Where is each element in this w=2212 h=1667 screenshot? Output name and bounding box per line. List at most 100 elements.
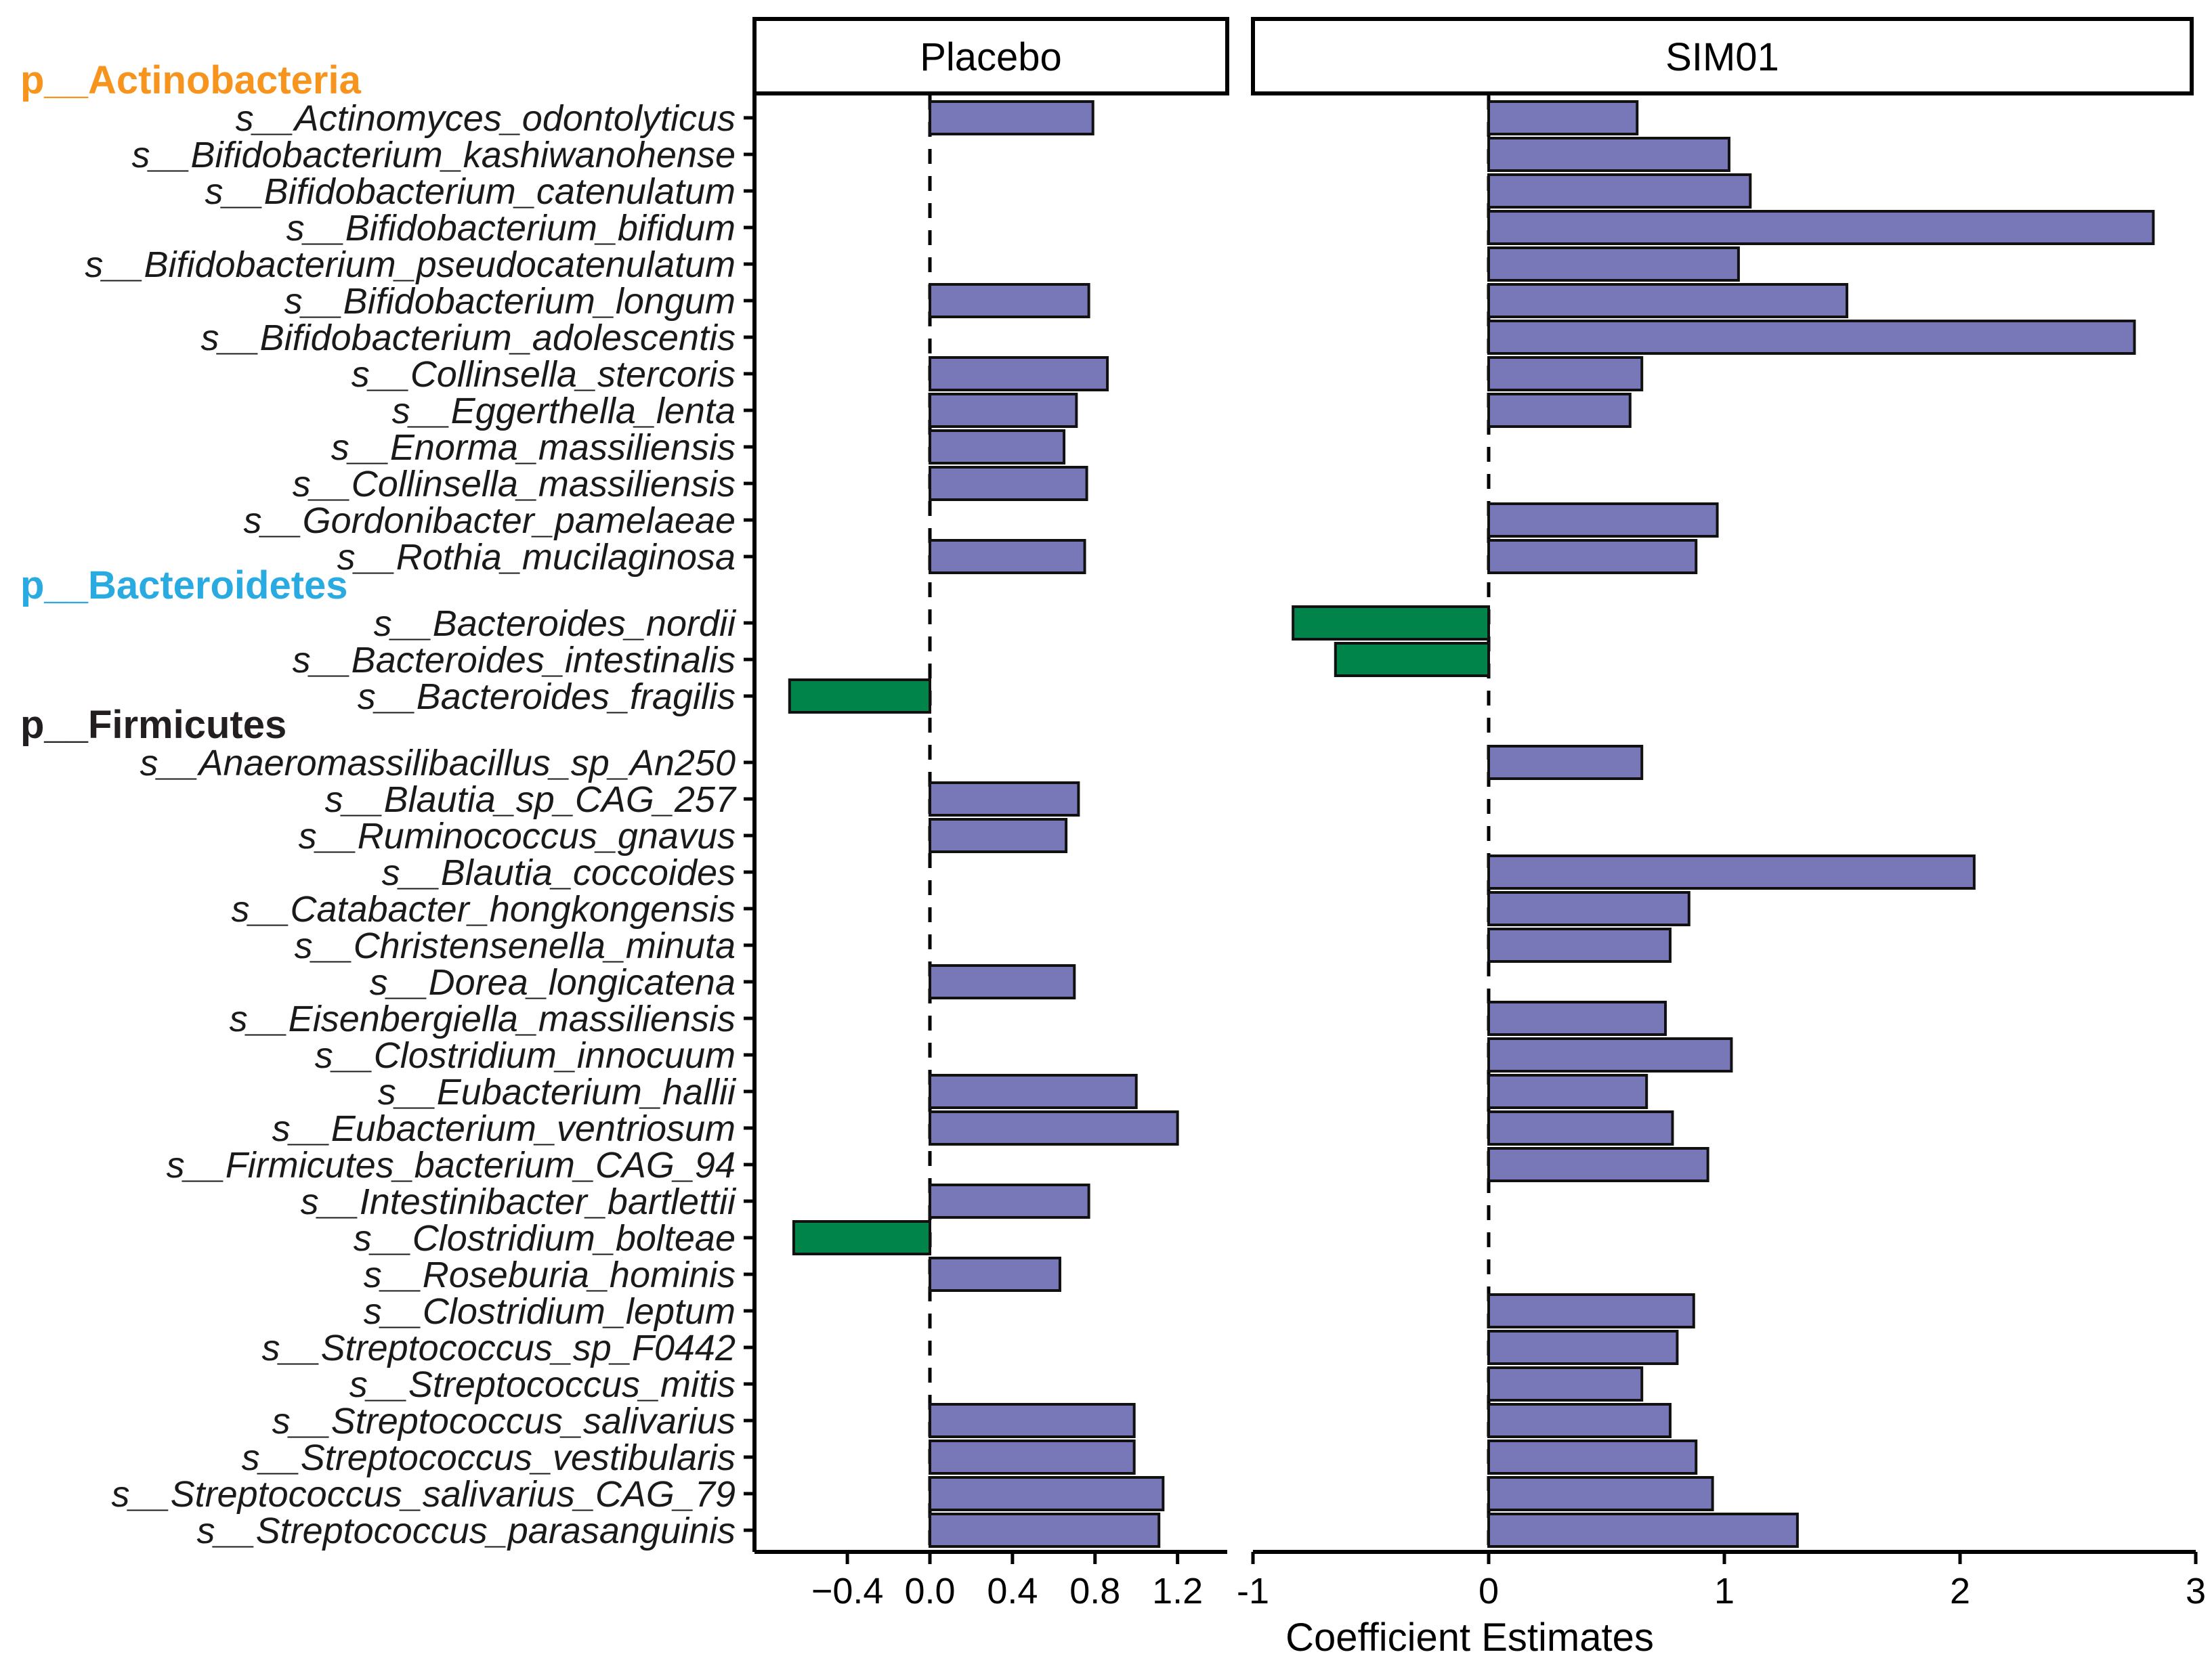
bar-placebo [929,964,1076,999]
bar-placebo [788,678,932,714]
species-label: s__Eubacterium_ventriosum [272,1108,736,1149]
species-label: s__Bacteroides_nordii [374,603,737,644]
x-tick-label: 0.0 [904,1571,955,1611]
x-tick-label: 1.2 [1152,1571,1203,1611]
species-label: s__Streptococcus_parasanguinis [197,1511,736,1551]
panel-title-placebo: Placebo [920,35,1062,79]
bar-placebo [929,1074,1138,1109]
species-labels: p__Actinobacterias__Actinomyces_odontoly… [20,58,737,1551]
bar-sim01 [1487,1439,1698,1475]
species-label: s__Bifidobacterium_longum [284,281,736,322]
species-label: s__Streptococcus_salivarius [272,1401,736,1442]
x-tick-label: 0.4 [987,1571,1038,1611]
species-label: s__Bacteroides_intestinalis [293,640,736,680]
bar-placebo [929,100,1094,135]
bar-sim01 [1487,854,1976,890]
species-label: s__Anaeromassilibacillus_sp_An250 [140,743,736,783]
species-label: s__Actinomyces_odontolyticus [236,98,736,139]
bar-sim01 [1487,891,1690,926]
bar-placebo [929,283,1090,318]
species-label: s__Gordonibacter_pamelaeae [244,500,736,541]
bar-sim01 [1487,356,1644,391]
species-label: s__Eisenbergiella_massiliensis [230,999,736,1039]
bar-placebo [929,1439,1136,1475]
panel-strip-placebo [752,17,1229,95]
bar-placebo [929,393,1078,428]
bar-sim01 [1487,210,2155,245]
species-label: s__Eggerthella_lenta [392,391,736,431]
bar-placebo [929,1403,1136,1438]
x-tick-label: -1 [1237,1571,1269,1611]
species-label: s__Dorea_longicatena [370,962,736,1003]
bar-placebo [929,1476,1165,1511]
bar-sim01 [1487,928,1672,963]
bars [788,100,2155,1548]
species-label: s__Bifidobacterium_catenulatum [205,171,736,212]
phylum-label: p__Firmicutes [20,703,286,747]
panel-title-sim01: SIM01 [1665,35,1779,79]
species-label: s__Collinsella_stercoris [352,354,736,395]
bar-placebo [929,466,1088,501]
bar-sim01 [1487,137,1730,172]
x-tick-label: 3 [2186,1571,2206,1611]
x-tick-label: 0.8 [1069,1571,1120,1611]
bar-placebo [929,1513,1161,1548]
axes: −0.4 0.0 0.4 0.8 1.2 -1 0 1 2 3 [744,95,2206,1611]
species-label: s__Enorma_massiliensis [331,427,736,468]
species-label: s__Bifidobacterium_pseudocatenulatum [85,244,736,285]
species-label: s__Christensenella_minuta [295,926,736,966]
species-label: s__Intestinibacter_bartlettii [301,1182,737,1222]
phylum-label: p__Actinobacteria [20,58,362,102]
bar-sim01 [1487,502,1719,538]
bar-sim01 [1487,393,1632,428]
bar-sim01 [1487,1513,1799,1548]
species-label: s__Bifidobacterium_kashiwanohense [131,135,736,175]
x-axis-title: Coefficient Estimates [1285,1616,1654,1660]
bar-sim01 [1487,1001,1667,1036]
species-label: s__Rothia_mucilaginosa [337,537,736,578]
bar-sim01 [1487,1074,1649,1109]
panel-strips: Placebo SIM01 [752,17,2194,95]
species-label: s__Blautia_coccoides [382,852,736,893]
bar-sim01 [1334,642,1491,677]
species-label: s__Collinsella_massiliensis [293,464,736,504]
species-label: s__Streptococcus_vestibularis [242,1437,736,1478]
bar-sim01 [1487,1476,1714,1511]
bar-placebo [929,429,1066,464]
species-label: s__Roseburia_hominis [364,1255,736,1295]
species-label: s__Streptococcus_mitis [349,1364,736,1405]
species-label: s__Blautia_sp_CAG_257 [325,779,737,820]
bar-placebo [792,1220,932,1255]
bar-sim01 [1487,246,1740,282]
species-label: s__Catabacter_hongkongensis [231,889,736,930]
bar-placebo [929,539,1086,574]
bar-sim01 [1487,1330,1679,1365]
bar-sim01 [1487,539,1698,574]
species-label: s__Bifidobacterium_bifidum [286,208,736,248]
species-label: s__Clostridium_bolteae [354,1218,736,1259]
bar-sim01 [1487,745,1644,780]
species-label: s__Streptococcus_sp_F0442 [262,1328,736,1368]
x-tick-label: 1 [1714,1571,1735,1611]
species-label: s__Ruminococcus_gnavus [299,816,736,857]
bar-sim01 [1487,173,1752,209]
bar-sim01 [1487,1037,1733,1073]
bar-placebo [929,356,1109,391]
bar-sim01 [1487,1293,1695,1328]
species-label: s__Bacteroides_fragilis [358,676,736,717]
bar-placebo [929,818,1068,853]
bar-sim01 [1487,100,1639,135]
species-label: s__Bifidobacterium_adolescentis [201,318,736,358]
species-label: s__Eubacterium_hallii [378,1072,737,1112]
bar-sim01 [1487,1366,1644,1402]
species-label: s__Streptococcus_salivarius_CAG_79 [112,1474,736,1515]
species-label: s__Clostridium_leptum [364,1291,736,1332]
bar-sim01 [1487,1403,1672,1438]
bar-sim01 [1487,1147,1709,1182]
species-label: s__Firmicutes_bacterium_CAG_94 [167,1145,736,1186]
bar-placebo [929,1184,1090,1219]
panel-strip-sim01 [1251,17,2194,95]
bar-placebo [929,781,1080,817]
bar-placebo [929,1257,1061,1292]
